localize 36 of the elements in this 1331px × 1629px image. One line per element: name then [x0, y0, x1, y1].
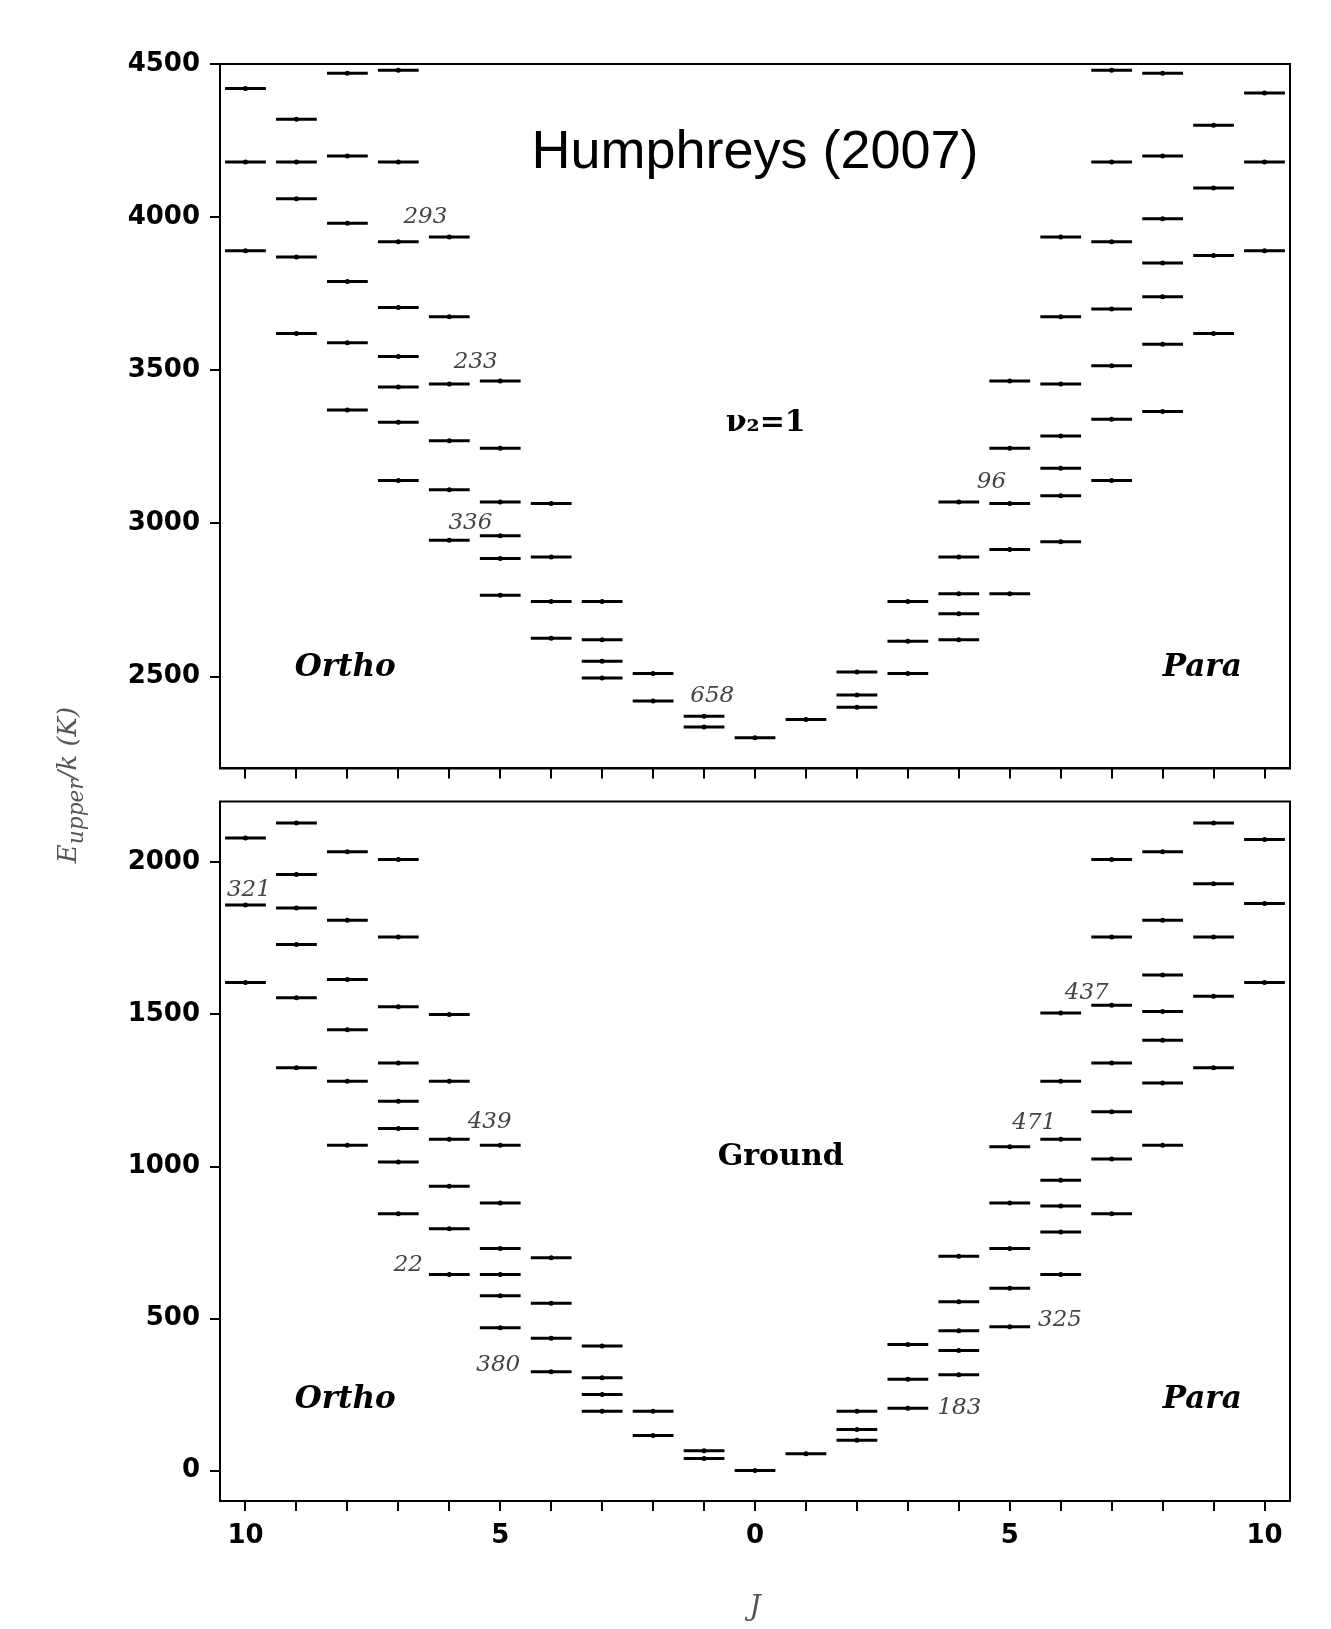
y-tick-label: 500	[145, 1301, 200, 1332]
x-tick-label: 0	[745, 1519, 765, 1550]
annotation: 22	[392, 1250, 423, 1277]
annotation: Para	[1161, 1379, 1242, 1416]
annotation: Ortho	[294, 1379, 396, 1416]
annotation: 233	[452, 346, 498, 373]
annotation: 293	[402, 201, 448, 228]
x-axis-title: J	[744, 1589, 763, 1623]
annotation: Para	[1161, 647, 1242, 684]
x-tick-label: 5	[491, 1519, 510, 1550]
y-tick-label: 0	[181, 1453, 200, 1484]
annotation: 437	[1063, 977, 1110, 1004]
x-tick-label: 10	[227, 1519, 264, 1550]
x-tick-label: 5	[1000, 1519, 1019, 1550]
annotation: 439	[466, 1106, 512, 1133]
text: Humphreys (2007)	[531, 119, 979, 180]
annotation: 336	[448, 507, 493, 534]
y-tick-label: 3500	[127, 353, 200, 384]
annotation: 325	[1038, 1304, 1082, 1331]
annotation: Ground	[717, 1137, 844, 1173]
annotation: 183	[937, 1392, 982, 1419]
annotation: 658	[690, 680, 735, 707]
annotation: ν₂=1	[725, 403, 806, 439]
y-tick-label: 3000	[127, 506, 200, 537]
annotation: 96	[976, 466, 1007, 493]
y-tick-label: 4000	[127, 199, 200, 230]
annotation: 471	[1011, 1108, 1057, 1135]
y-tick-label: 4500	[127, 46, 200, 77]
x-tick-label: 10	[1246, 1519, 1283, 1550]
annotation: Ortho	[294, 647, 396, 684]
annotation: 380	[476, 1349, 521, 1376]
y-tick-label: 2000	[127, 845, 200, 876]
y-tick-label: 1500	[127, 997, 200, 1028]
y-tick-label: 2500	[127, 659, 200, 690]
y-tick-label: 1000	[127, 1149, 200, 1180]
annotation: 321	[226, 875, 271, 902]
